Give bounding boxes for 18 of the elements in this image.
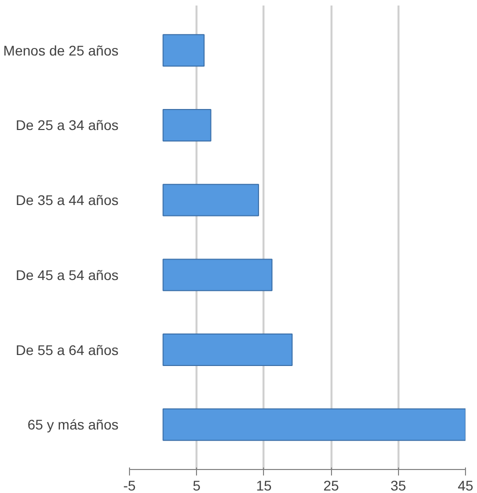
y-tick-label: De 55 a 64 años xyxy=(16,342,119,358)
x-tick-label: 45 xyxy=(458,478,474,493)
y-tick-label: 65 y más años xyxy=(27,416,119,433)
bar xyxy=(162,184,260,216)
bar xyxy=(162,334,293,366)
y-tick-label: De 35 a 44 años xyxy=(16,192,119,208)
x-tick-label: 35 xyxy=(390,478,406,493)
bar xyxy=(162,109,212,142)
bar xyxy=(162,258,272,292)
x-tick-label: 15 xyxy=(256,478,272,493)
y-tick-label: De 45 a 54 años xyxy=(16,266,119,283)
y-tick-label: Menos de 25 años xyxy=(3,42,119,58)
bar xyxy=(162,408,466,441)
x-tick-label: -5 xyxy=(123,478,136,493)
x-tick-label: 25 xyxy=(323,478,340,493)
y-tick-label: De 25 a 34 años xyxy=(16,117,119,134)
bar xyxy=(162,34,205,67)
x-tick-label: 5 xyxy=(192,478,201,493)
